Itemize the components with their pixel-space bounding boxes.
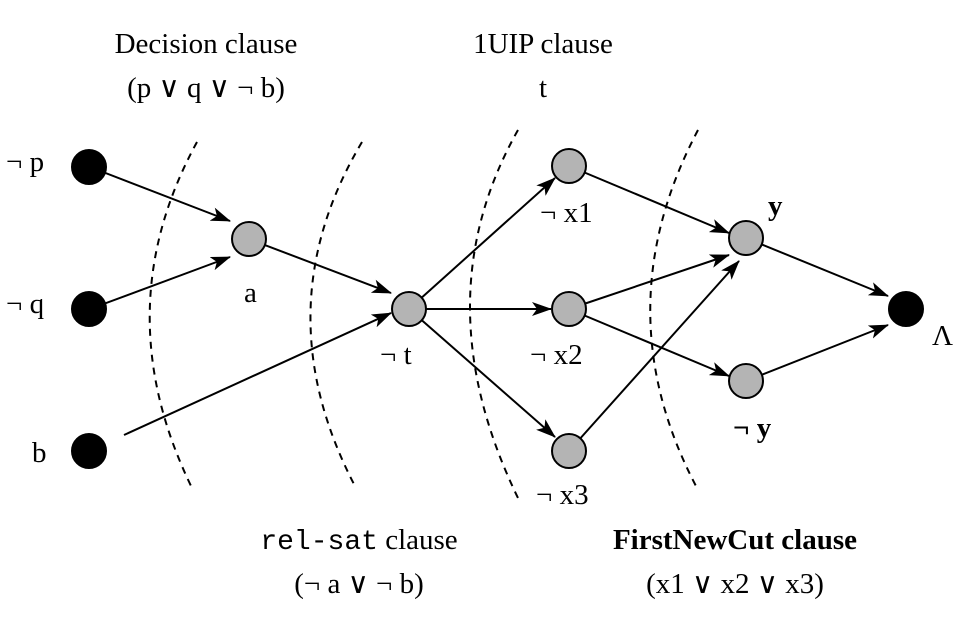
decision-clause-formula: (p ∨ q ∨ ¬ b)	[127, 72, 285, 104]
first-new-cut-clause-title: FirstNewCut clause	[613, 524, 857, 556]
edge-not-x1-to-y	[568, 165, 730, 234]
first-new-cut-clause-formula: (x1 ∨ x2 ∨ x3)	[646, 568, 824, 600]
relsat-clause-formula: (¬ a ∨ ¬ b)	[294, 568, 424, 600]
node-not-y	[728, 363, 764, 399]
relsat-cut-line	[309, 141, 363, 489]
label-not-q: ¬ q	[6, 288, 44, 320]
edge-not-x3-to-y	[568, 260, 740, 452]
edge-not-x2-to-y	[568, 254, 730, 310]
first-uip-clause-title: 1UIP clause	[473, 28, 613, 60]
relsat-clause-word: clause	[385, 524, 457, 556]
relsat-name: rel-sat	[260, 527, 378, 558]
decision-cut-line	[148, 141, 198, 489]
edge-not-y-to-conflict	[745, 324, 889, 382]
node-not-p	[71, 149, 107, 185]
node-b	[71, 433, 107, 469]
edge-not-t-to-not-x3	[408, 308, 556, 438]
label-not-x1: ¬ x1	[540, 197, 593, 229]
edge-not-t-to-not-x1	[408, 177, 556, 310]
label-y: y	[768, 190, 783, 222]
label-not-t: ¬ t	[380, 339, 412, 371]
label-not-x2: ¬ x2	[530, 339, 583, 371]
edge-not-p-to-a	[89, 166, 231, 222]
node-not-x3	[551, 433, 587, 469]
label-conflict: Λ	[932, 320, 953, 352]
edge-b-to-not-t	[123, 312, 392, 436]
edge-a-to-not-t	[248, 238, 392, 294]
relsat-title-space	[378, 524, 385, 556]
label-a: a	[244, 277, 257, 309]
node-not-x2	[551, 291, 587, 327]
node-not-q	[71, 291, 107, 327]
edge-not-q-to-a	[89, 256, 231, 310]
node-a	[231, 221, 267, 257]
label-b: b	[32, 437, 47, 469]
first-new-cut-line	[649, 129, 699, 489]
decision-clause-title: Decision clause	[115, 28, 298, 60]
first-uip-clause-formula: t	[539, 72, 547, 104]
node-not-x1	[551, 148, 587, 184]
first-uip-cut-line	[469, 129, 519, 499]
label-not-y: ¬ y	[733, 412, 772, 444]
node-conflict	[888, 291, 924, 327]
label-not-x3: ¬ x3	[536, 479, 589, 511]
node-y	[728, 220, 764, 256]
relsat-clause-title: rel-sat clause	[260, 524, 457, 558]
node-not-t	[391, 291, 427, 327]
edge-not-x2-to-not-y	[568, 308, 730, 377]
edge-y-to-conflict	[745, 237, 889, 297]
label-not-p: ¬ p	[6, 146, 44, 178]
